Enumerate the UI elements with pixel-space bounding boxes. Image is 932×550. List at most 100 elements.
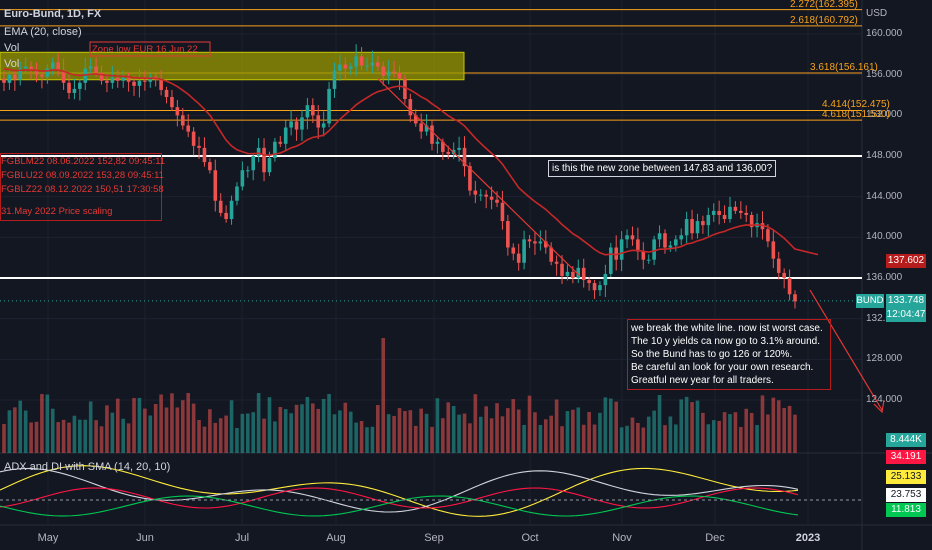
- volume-bar: [403, 411, 407, 453]
- adx-legend[interactable]: ADX and DI with SMA (14, 20, 10): [4, 461, 171, 473]
- adx-tag-4: 11.813: [886, 503, 926, 517]
- analysis-line-1: we break the white line. now ist worst c…: [631, 323, 823, 334]
- analysis-line-3: So the Bund has to go 126 or 120%.: [631, 349, 793, 360]
- analysis-box[interactable]: we break the white line. now ist worst c…: [627, 319, 831, 390]
- volume-bar: [554, 399, 559, 453]
- candle-body: [489, 196, 494, 200]
- candle-body: [782, 272, 786, 278]
- volume-bar: [105, 405, 109, 453]
- candle-body: [72, 88, 77, 93]
- time-axis-label: Nov: [612, 532, 632, 544]
- volume-bar: [641, 427, 646, 453]
- volume-bar: [435, 398, 440, 453]
- fib-label: 2.272(162.395): [790, 0, 858, 10]
- volume-bar: [191, 403, 196, 453]
- candle-body: [701, 221, 705, 226]
- candle-body: [392, 71, 396, 73]
- volume-bar: [18, 400, 23, 453]
- candle-body: [571, 271, 575, 278]
- candle-body: [23, 66, 28, 69]
- candle-body: [538, 241, 543, 244]
- vol-legend-2[interactable]: Vol: [4, 58, 20, 70]
- volume-bar: [684, 396, 689, 453]
- volume-bar: [603, 397, 608, 453]
- candle-body: [706, 214, 711, 226]
- candle-body: [246, 170, 250, 172]
- contract-line-1: FGBLM22 08.06.2022 152,82 09:45:11: [1, 156, 166, 167]
- ema-series: [3, 68, 819, 256]
- volume-bar: [262, 418, 266, 453]
- candle-body: [50, 62, 55, 69]
- volume-bar: [94, 420, 98, 453]
- volume-bar: [126, 423, 131, 453]
- time-axis-label: Aug: [326, 532, 346, 544]
- candle-body: [143, 80, 147, 82]
- volume-bar: [576, 407, 581, 453]
- candle-body: [197, 145, 201, 148]
- candle-body: [598, 285, 602, 291]
- candle-body: [462, 147, 467, 167]
- volume-bar: [246, 413, 250, 453]
- candle-body: [235, 186, 239, 201]
- volume-bar: [516, 409, 521, 453]
- volume-bar: [511, 399, 516, 453]
- volume-bar: [701, 412, 705, 453]
- volume-bar: [608, 398, 613, 453]
- candle-body: [749, 214, 754, 228]
- candle-body: [619, 239, 624, 260]
- fib-label: 2.618(160.792): [790, 14, 858, 26]
- volume-bar: [202, 426, 207, 453]
- candle-body: [690, 219, 694, 234]
- candle-body: [354, 56, 358, 67]
- volume-bar: [208, 409, 212, 453]
- volume-bar: [760, 395, 765, 453]
- price-axis-label: 152.000: [866, 109, 903, 121]
- symbol-title[interactable]: Euro-Bund, 1D, FX: [4, 8, 102, 20]
- volume-bar: [45, 394, 50, 453]
- volume-bar: [159, 394, 163, 453]
- price-axis-label: 124.000: [866, 394, 903, 405]
- candle-body: [56, 62, 60, 71]
- volume-bar: [755, 425, 759, 453]
- volume-bar: [283, 409, 288, 453]
- candle-body: [256, 147, 261, 156]
- adx-pane: [0, 465, 862, 517]
- contracts-box[interactable]: FGBLM22 08.06.2022 152,82 09:45:11 FGBLU…: [0, 153, 166, 221]
- candle-body: [213, 170, 218, 201]
- volume-bar: [587, 411, 591, 453]
- time-axis-label: Sep: [424, 532, 444, 544]
- volume-bar: [294, 404, 299, 453]
- price-axis-label: 132.000: [866, 312, 903, 324]
- volume-bar: [164, 407, 169, 453]
- candle-body: [132, 81, 136, 86]
- candle-body: [240, 170, 245, 187]
- adx-line: [0, 465, 799, 517]
- candle-body: [695, 221, 700, 234]
- candle-body: [88, 66, 93, 69]
- volume-bar: [267, 397, 272, 453]
- volume-bar: [386, 414, 391, 453]
- volume-bar: [679, 399, 684, 453]
- volume-bar: [397, 408, 402, 453]
- vol-legend[interactable]: Vol: [4, 42, 20, 54]
- volume-bar: [78, 419, 82, 453]
- volume-bar: [256, 393, 261, 453]
- volume-bar: [771, 397, 776, 453]
- volume-tag: 8.444K: [886, 433, 926, 447]
- volume-bar: [424, 413, 429, 453]
- volume-bar: [321, 398, 326, 453]
- volume-bar: [489, 418, 494, 453]
- volume-bar: [663, 425, 667, 453]
- zone-question-box[interactable]: is this the new zone between 147,83 and …: [548, 160, 777, 177]
- ema-legend[interactable]: EMA (20, close): [4, 26, 82, 38]
- candle-body: [110, 77, 115, 83]
- candle-body: [511, 247, 516, 254]
- candle-body: [430, 125, 434, 144]
- candle-body: [29, 66, 33, 71]
- trend-drawings[interactable]: [377, 78, 885, 414]
- candle-body: [321, 123, 326, 128]
- candle-body: [457, 147, 461, 150]
- volume-bar: [218, 418, 223, 453]
- volume-bar: [153, 403, 158, 453]
